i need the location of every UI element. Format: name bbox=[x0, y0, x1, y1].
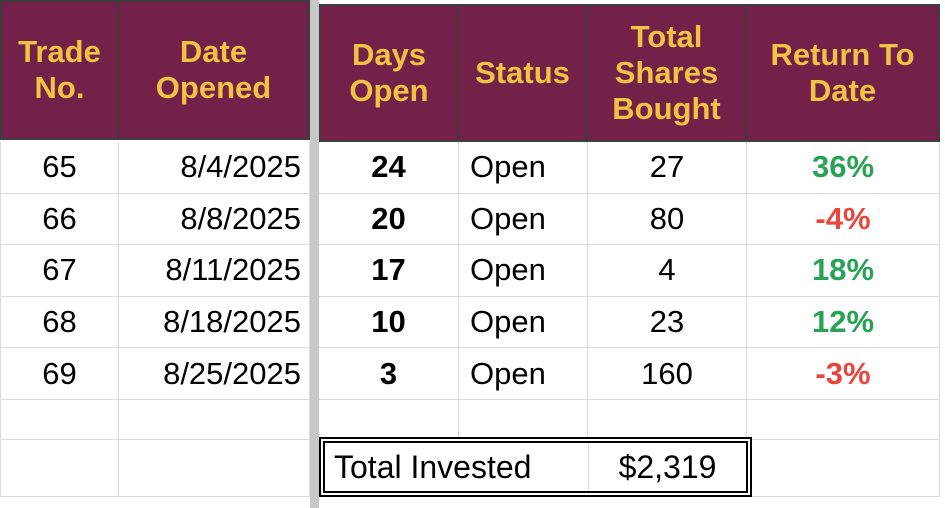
header-date-opened[interactable]: Date Opened bbox=[119, 0, 310, 140]
header-return-to-date[interactable]: Return To Date bbox=[747, 4, 940, 142]
cell-shares[interactable]: 27 bbox=[588, 142, 747, 194]
table-row: 69 8/25/2025 3 Open 160 -3% bbox=[0, 348, 940, 400]
table-body: 65 8/4/2025 24 Open 27 36% 66 8/8/2025 2… bbox=[0, 142, 940, 497]
cell-status[interactable]: Open bbox=[459, 142, 588, 194]
header-status[interactable]: Status bbox=[459, 4, 588, 142]
cell-trade-no[interactable]: 65 bbox=[0, 142, 119, 194]
empty-cell[interactable] bbox=[0, 399, 119, 440]
empty-cell[interactable] bbox=[747, 439, 940, 497]
cell-shares[interactable]: 4 bbox=[588, 245, 747, 297]
cell-trade-no[interactable]: 68 bbox=[0, 296, 119, 349]
frozen-pane-divider[interactable] bbox=[310, 0, 319, 508]
header-trade-no[interactable]: Trade No. bbox=[0, 0, 119, 140]
cell-return[interactable]: 18% bbox=[747, 245, 940, 297]
cell-date-opened[interactable]: 8/8/2025 bbox=[119, 193, 310, 246]
cell-shares[interactable]: 160 bbox=[588, 348, 747, 400]
cell-return[interactable]: 12% bbox=[747, 296, 940, 349]
cell-return[interactable]: -3% bbox=[747, 348, 940, 400]
total-invested-value[interactable]: $2,319 bbox=[588, 443, 746, 491]
header-row-scrollable: Days Open Status Total Shares Bought Ret… bbox=[319, 4, 940, 142]
empty-cell[interactable] bbox=[459, 399, 588, 440]
cell-date-opened[interactable]: 8/4/2025 bbox=[119, 142, 310, 194]
header-return-to-date-label: Return To Date bbox=[770, 37, 915, 108]
header-total-shares-label: Total Shares Bought bbox=[612, 19, 721, 126]
cell-date-opened[interactable]: 8/18/2025 bbox=[119, 296, 310, 349]
cell-return[interactable]: 36% bbox=[747, 142, 940, 194]
header-row-frozen: Trade No. Date Opened bbox=[0, 0, 310, 140]
cell-return[interactable]: -4% bbox=[747, 193, 940, 246]
table-row: 67 8/11/2025 17 Open 4 18% bbox=[0, 245, 940, 297]
header-status-label: Status bbox=[475, 55, 570, 91]
cell-status[interactable]: Open bbox=[459, 296, 588, 349]
cell-trade-no[interactable]: 69 bbox=[0, 348, 119, 400]
empty-cell[interactable] bbox=[119, 399, 310, 440]
cell-trade-no[interactable]: 67 bbox=[0, 245, 119, 297]
total-invested-label[interactable]: Total Invested bbox=[334, 448, 532, 485]
cell-days-open[interactable]: 10 bbox=[319, 296, 459, 349]
header-days-open[interactable]: Days Open bbox=[319, 4, 459, 142]
cell-status[interactable]: Open bbox=[459, 245, 588, 297]
table-row: 68 8/18/2025 10 Open 23 12% bbox=[0, 296, 940, 349]
empty-row bbox=[0, 399, 940, 440]
empty-cell[interactable] bbox=[0, 439, 119, 497]
empty-cell[interactable] bbox=[319, 399, 459, 440]
header-total-shares[interactable]: Total Shares Bought bbox=[588, 4, 747, 142]
empty-cell[interactable] bbox=[588, 399, 747, 440]
table-row: 65 8/4/2025 24 Open 27 36% bbox=[0, 142, 940, 194]
header-date-opened-label: Date Opened bbox=[155, 34, 272, 105]
cell-date-opened[interactable]: 8/11/2025 bbox=[119, 245, 310, 297]
empty-cell[interactable] bbox=[119, 439, 310, 497]
empty-cell[interactable] bbox=[747, 399, 940, 440]
cell-days-open[interactable]: 17 bbox=[319, 245, 459, 297]
header-days-open-label: Days Open bbox=[349, 37, 429, 108]
cell-days-open[interactable]: 24 bbox=[319, 142, 459, 194]
cell-status[interactable]: Open bbox=[459, 348, 588, 400]
cell-shares[interactable]: 80 bbox=[588, 193, 747, 246]
header-trade-no-label: Trade No. bbox=[18, 34, 101, 105]
cell-trade-no[interactable]: 66 bbox=[0, 193, 119, 246]
cell-days-open[interactable]: 3 bbox=[319, 348, 459, 400]
cell-days-open[interactable]: 20 bbox=[319, 193, 459, 246]
cell-status[interactable]: Open bbox=[459, 193, 588, 246]
cell-shares[interactable]: 23 bbox=[588, 296, 747, 349]
cell-date-opened[interactable]: 8/25/2025 bbox=[119, 348, 310, 400]
total-invested-box: Total Invested $2,319 bbox=[319, 437, 752, 497]
table-row: 66 8/8/2025 20 Open 80 -4% bbox=[0, 193, 940, 246]
